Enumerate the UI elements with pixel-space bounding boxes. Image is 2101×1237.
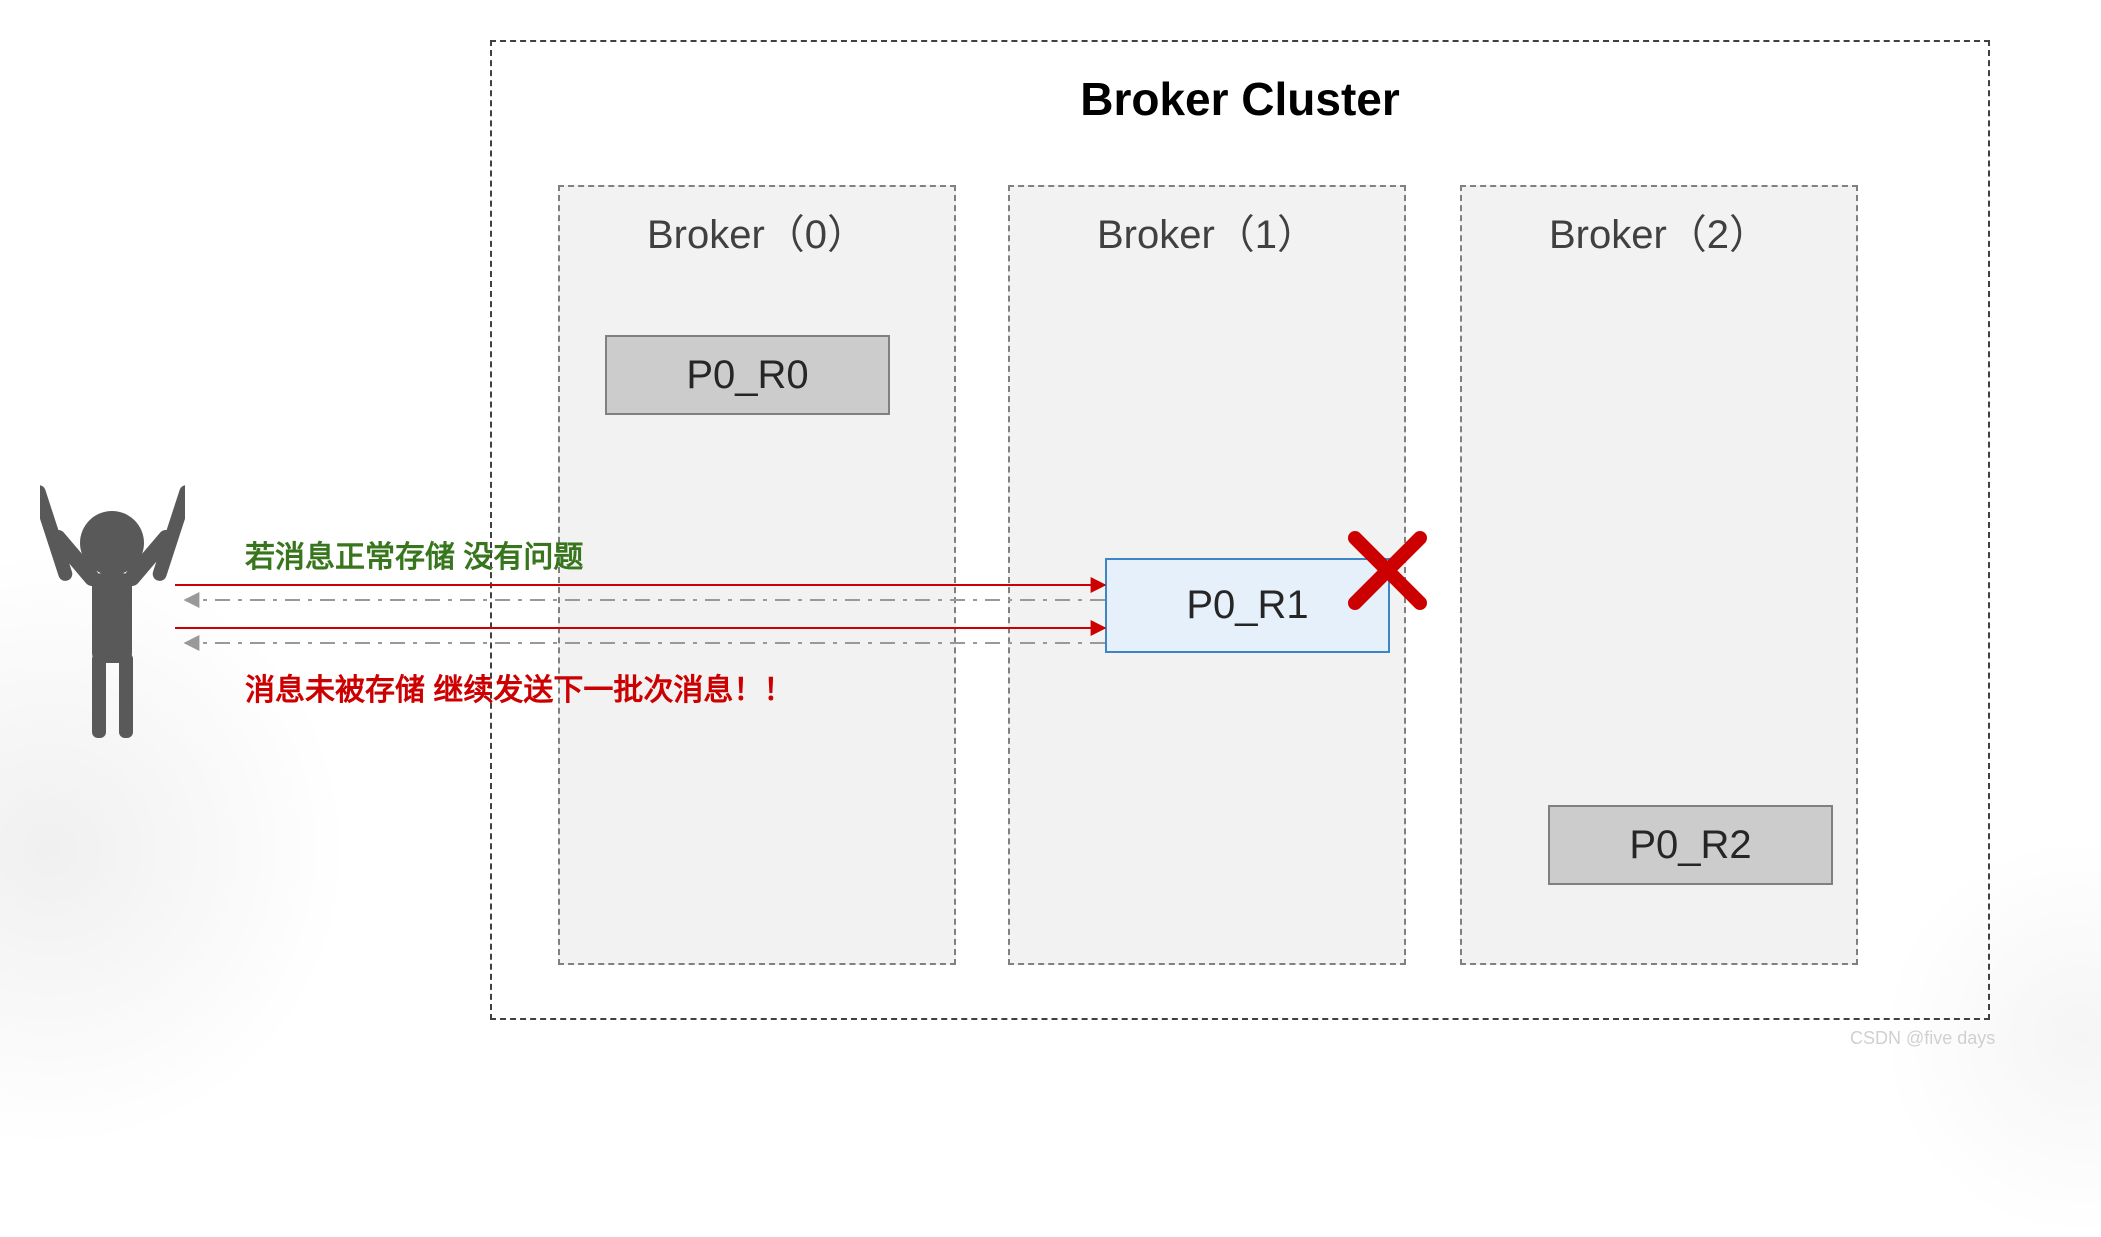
watermark-text: CSDN @five days [1850,1028,1995,1049]
partition-p0r2-label: P0_R2 [1629,823,1751,868]
broker-title-2: Broker（2） [1462,202,1856,260]
partition-p0r1-label: P0_R1 [1186,583,1308,628]
broker-title-1: Broker（1） [1010,202,1404,260]
annotation-success: 若消息正常存储 没有问题 [245,532,583,576]
cluster-title: Broker Cluster [490,72,1990,126]
person-icon [40,478,185,748]
partition-p0r0-label: P0_R0 [686,353,808,398]
annotation-fail: 消息未被存储 继续发送下一批次消息！！ [245,665,793,709]
partition-p0r2: P0_R2 [1548,805,1833,885]
partition-p0r0: P0_R0 [605,335,890,415]
broker-box-0: Broker（0） [558,185,956,965]
partition-p0r1: P0_R1 [1105,558,1390,653]
broker-title-0: Broker（0） [560,202,954,260]
